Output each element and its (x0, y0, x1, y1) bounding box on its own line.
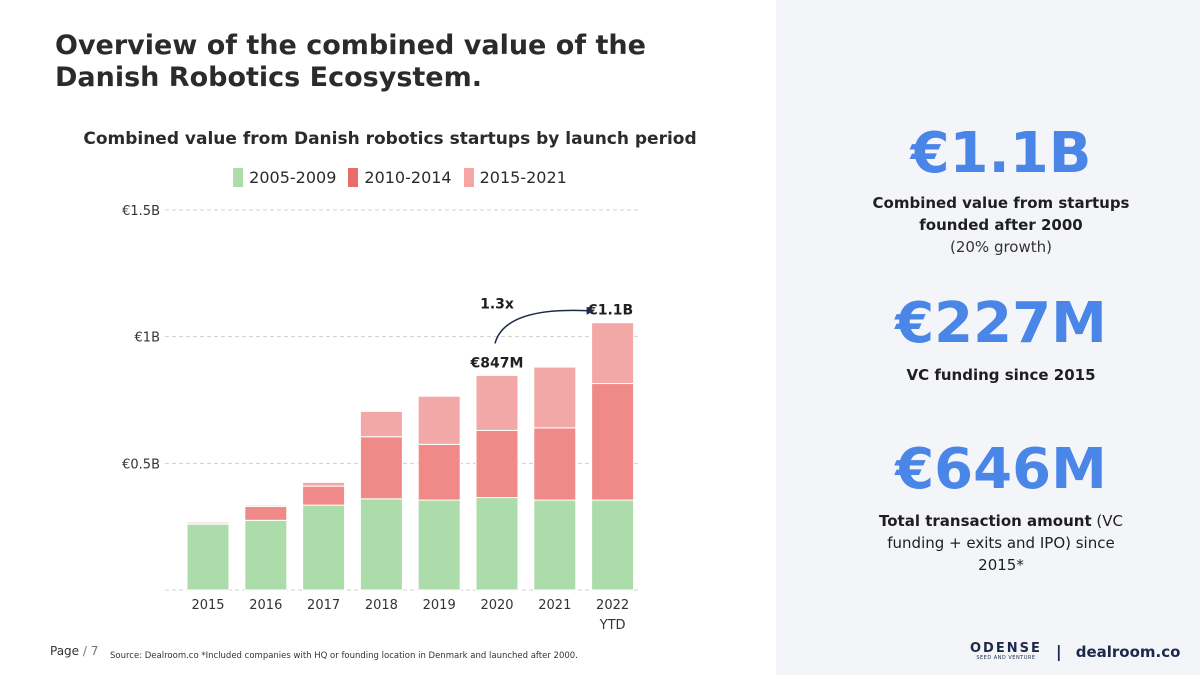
legend-item-2015-2021: 2015-2021 (463, 168, 567, 187)
odense-logo: ODENSE SEED AND VENTURE (970, 642, 1042, 661)
bar-segment-2005-2009 (302, 504, 346, 591)
bar-segment-2015-2021 (302, 481, 346, 487)
x-tick-label: 2016 (249, 598, 282, 613)
data-label-2020: €847M (470, 355, 524, 371)
bar-segment-2015-2021 (359, 410, 403, 438)
growth-arrow (494, 309, 589, 344)
x-tick-label: 2017 (307, 598, 340, 613)
bar-segment-2005-2009 (475, 497, 519, 591)
kpi-transaction-amount: €646M Total transaction amount (VC fundi… (870, 438, 1132, 576)
legend-swatch-2010-2014 (348, 168, 359, 187)
y-tick-label: €1B (135, 331, 160, 346)
bar-segment-2010-2014 (244, 505, 288, 521)
stacked-bar-chart: €0.5B €1B €1.5B 2015 2016 2017 2018 2019 2020 202… (122, 204, 640, 633)
bar-segment-2015-2021 (186, 521, 230, 524)
kpi-sub: (20% growth) (949, 238, 1052, 256)
growth-arrow-head (586, 306, 595, 315)
kpi-panel (776, 0, 1200, 675)
y-tick-label: €1.5B (122, 204, 160, 219)
bar-segment-2015-2021 (533, 366, 577, 429)
kpi-value: €1.1B (910, 121, 1092, 186)
dealroom-logo: dealroom.co (1075, 642, 1181, 661)
x-tick-label: 2015 (191, 598, 224, 613)
bar-segment-2015-2021 (417, 395, 461, 445)
kpi-label: Total transaction amount (VC funding + e… (870, 510, 1132, 576)
bar-segment-2010-2014 (302, 485, 346, 506)
x-tick-label: 2020 (480, 598, 513, 613)
legend-item-2005-2009: 2005-2009 (233, 168, 336, 187)
page-label: Page (50, 644, 80, 658)
bar-segment-2005-2009 (244, 519, 288, 591)
legend-label: 2015-2021 (479, 168, 567, 187)
kpi-vc-funding: €227M VC funding since 2015 (870, 292, 1132, 386)
kpi-label-bold: Total transaction amount (879, 512, 1092, 530)
page-number: / 7 (82, 644, 99, 658)
kpi-label: Combined value from startups founded aft… (872, 194, 1130, 234)
kpi-value: €227M (895, 291, 1107, 356)
legend-label: 2010-2014 (364, 168, 452, 187)
bar-segment-2005-2009 (359, 498, 403, 591)
source-note: Source: Dealroom.co *Included companies … (110, 651, 578, 661)
x-tick-label: YTD (599, 618, 626, 633)
bar-segment-2010-2014 (417, 443, 461, 501)
bar-segment-2010-2014 (475, 429, 519, 499)
bar-segment-2010-2014 (533, 427, 577, 501)
x-tick-label: 2021 (538, 598, 571, 613)
page-indicator: Page / 7 (50, 644, 98, 658)
bar-segment-2005-2009 (186, 523, 230, 591)
legend-swatch-2005-2009 (233, 168, 244, 187)
bar-segment-2005-2009 (417, 499, 461, 591)
x-tick-label: 2022 (596, 598, 629, 613)
bar-segment-2015-2021 (244, 504, 288, 507)
x-tick-label: 2018 (365, 598, 398, 613)
y-tick-label: €0.5B (122, 457, 160, 472)
bar-segment-2005-2009 (533, 499, 577, 591)
growth-label: 1.3x (480, 297, 514, 313)
bar-segment-2015-2021 (475, 374, 519, 431)
x-tick-label: 2019 (423, 598, 456, 613)
bar-segment-2015-2021 (591, 322, 635, 385)
bar-segment-2010-2014 (591, 383, 635, 501)
chart-legend: 2005-2009 2010-2014 2015-2021 (160, 168, 640, 187)
kpi-combined-value: €1.1B Combined value from startups found… (870, 122, 1132, 258)
legend-item-2010-2014: 2010-2014 (348, 168, 452, 187)
kpi-value: €646M (895, 437, 1107, 502)
chart-title: Combined value from Danish robotics star… (83, 129, 697, 149)
kpi-label-rest: (VC funding + exits and IPO) since 2015* (887, 512, 1123, 574)
bar-segment-2010-2014 (359, 436, 403, 500)
brand-logos: ODENSE SEED AND VENTURE | dealroom.co (970, 642, 1180, 661)
data-label-2022: €1.1B (587, 303, 633, 319)
odense-logo-sub: SEED AND VENTURE (976, 655, 1036, 661)
odense-logo-name: ODENSE (970, 641, 1042, 656)
page-title: Overview of the combined value of the Da… (55, 30, 646, 93)
logo-separator: | (1055, 642, 1062, 661)
bar-segment-2005-2009 (591, 499, 635, 591)
legend-label: 2005-2009 (249, 168, 337, 187)
legend-swatch-2015-2021 (463, 168, 474, 187)
kpi-label: VC funding since 2015 (906, 366, 1096, 384)
